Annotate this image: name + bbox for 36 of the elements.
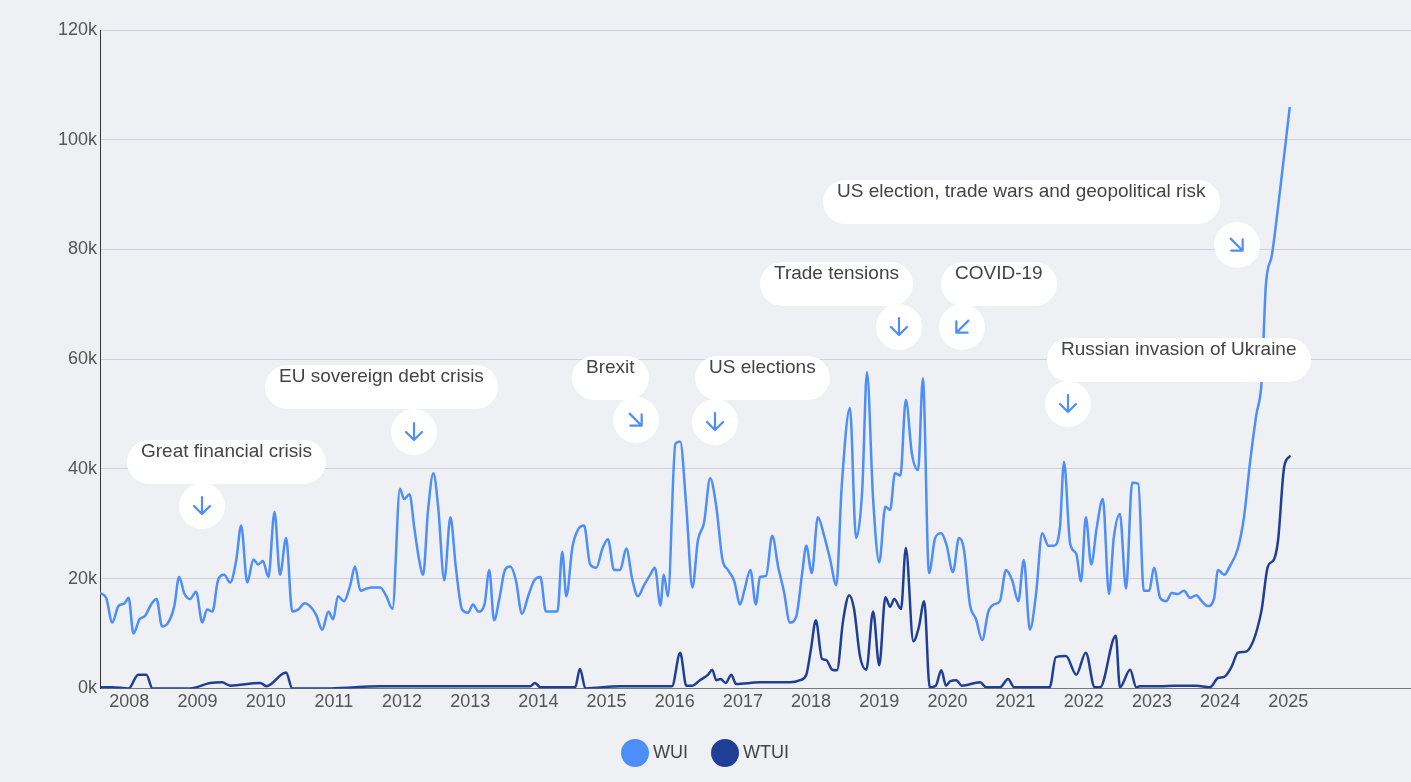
x-tick-label: 2023 [1131, 691, 1172, 712]
annotation: EU sovereign debt crisis [265, 365, 498, 409]
x-tick-label: 2022 [1063, 691, 1104, 712]
line-series [100, 455, 1291, 689]
y-tick-label: 40k [67, 457, 98, 478]
x-tick-label: 2024 [1200, 691, 1241, 712]
annotation: Russian invasion of Ukraine [1047, 338, 1311, 382]
y-tick-label: 20k [67, 567, 98, 588]
x-tick-label: 2018 [791, 691, 832, 712]
x-tick-label: 2013 [450, 691, 491, 712]
x-tick-label: 2015 [586, 691, 627, 712]
x-tick-label: 2021 [995, 691, 1036, 712]
x-tick-label: 2011 [314, 691, 354, 712]
x-tick-label: 2010 [245, 691, 286, 712]
x-tick-label: 2020 [927, 691, 968, 712]
y-tick-label: 0k [77, 677, 98, 698]
legend-label: WTUI [743, 741, 789, 762]
annotation: Great financial crisis [127, 440, 327, 484]
x-tick-label: 2014 [518, 691, 559, 712]
annotation: US election, trade wars and geopolitical risk [823, 180, 1220, 224]
x-tick-label: 2012 [381, 691, 423, 712]
annotation: COVID-19 [941, 262, 1057, 306]
y-tick-label: 60k [67, 348, 98, 369]
y-tick-label: 120k [57, 18, 98, 39]
annotation: US elections [695, 356, 830, 400]
x-tick-label: 2019 [859, 691, 900, 712]
annotation: Trade tensions [760, 262, 913, 306]
annotation: Brexit [572, 356, 649, 400]
x-tick-label: 2016 [654, 691, 695, 712]
legend-label: WUI [653, 741, 689, 762]
x-tick-label: 2017 [722, 691, 763, 712]
x-tick-label: 2025 [1268, 691, 1309, 712]
x-tick-label: 2008 [109, 691, 150, 712]
y-tick-label: 100k [57, 128, 98, 149]
x-tick-label: 2009 [177, 691, 218, 712]
y-tick-label: 80k [67, 238, 98, 259]
